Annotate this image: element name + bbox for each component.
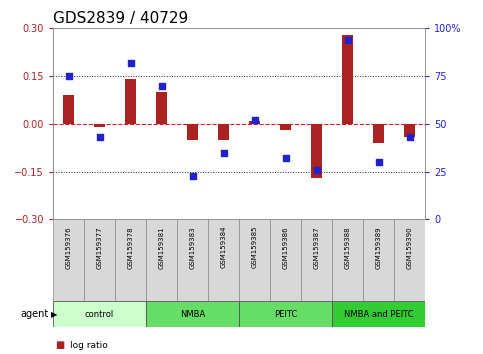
- Bar: [146, 219, 177, 301]
- Text: control: control: [85, 310, 114, 319]
- Text: NMBA and PEITC: NMBA and PEITC: [344, 310, 413, 319]
- Text: ■: ■: [56, 341, 68, 350]
- Point: [313, 167, 320, 173]
- Bar: [156, 92, 167, 124]
- Bar: [218, 124, 229, 140]
- Text: GSM159389: GSM159389: [376, 226, 382, 269]
- Text: NMBA: NMBA: [180, 310, 205, 319]
- Bar: [53, 219, 84, 301]
- Bar: [125, 79, 136, 124]
- Text: PEITC: PEITC: [274, 310, 297, 319]
- Point: [158, 83, 166, 88]
- Bar: [187, 124, 198, 140]
- Point: [282, 155, 289, 161]
- Text: agent: agent: [20, 309, 48, 319]
- Point: [127, 60, 134, 65]
- Text: GSM159387: GSM159387: [313, 226, 320, 269]
- Text: GSM159388: GSM159388: [344, 226, 351, 269]
- Point: [220, 150, 227, 155]
- Bar: [146, 301, 239, 327]
- Text: GSM159377: GSM159377: [97, 226, 102, 269]
- Text: GSM159390: GSM159390: [407, 226, 412, 269]
- Bar: [373, 124, 384, 143]
- Bar: [115, 219, 146, 301]
- Bar: [363, 219, 394, 301]
- Text: GSM159378: GSM159378: [128, 226, 134, 269]
- Bar: [342, 35, 353, 124]
- Bar: [208, 219, 239, 301]
- Text: GSM159384: GSM159384: [221, 226, 227, 268]
- Point: [344, 37, 352, 42]
- Bar: [84, 219, 115, 301]
- Bar: [177, 219, 208, 301]
- Text: GSM159376: GSM159376: [66, 226, 71, 269]
- Text: GSM159385: GSM159385: [252, 226, 257, 268]
- Bar: [53, 301, 146, 327]
- Point: [189, 173, 197, 178]
- Bar: [332, 301, 425, 327]
- Bar: [394, 219, 425, 301]
- Bar: [280, 124, 291, 130]
- Bar: [301, 219, 332, 301]
- Bar: [404, 124, 415, 137]
- Text: ▶: ▶: [51, 310, 57, 319]
- Point: [406, 135, 413, 140]
- Bar: [332, 219, 363, 301]
- Text: GSM159383: GSM159383: [190, 226, 196, 269]
- Bar: [249, 121, 260, 124]
- Bar: [239, 301, 332, 327]
- Point: [251, 117, 258, 123]
- Bar: [311, 124, 322, 178]
- Bar: [63, 95, 74, 124]
- Text: GSM159386: GSM159386: [283, 226, 288, 269]
- Text: GDS2839 / 40729: GDS2839 / 40729: [53, 11, 188, 26]
- Point: [65, 73, 72, 79]
- Bar: [239, 219, 270, 301]
- Text: log ratio: log ratio: [70, 342, 108, 350]
- Bar: [270, 219, 301, 301]
- Text: GSM159381: GSM159381: [158, 226, 165, 269]
- Point: [96, 135, 103, 140]
- Point: [375, 159, 383, 165]
- Bar: [94, 124, 105, 127]
